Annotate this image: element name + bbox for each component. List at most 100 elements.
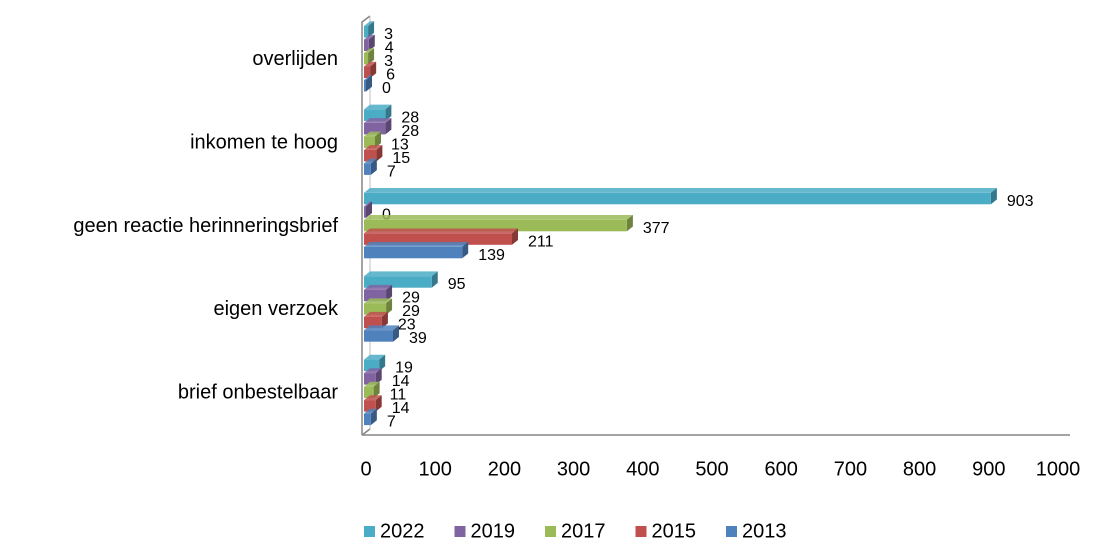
bar-front <box>364 122 386 135</box>
bar-top <box>364 325 399 331</box>
data-label: 903 <box>1007 193 1034 210</box>
bar <box>364 21 375 38</box>
bar-side <box>366 75 372 92</box>
bar-top <box>364 354 386 360</box>
data-label: 3 <box>384 53 393 70</box>
bar <box>364 242 469 259</box>
bar <box>364 145 383 162</box>
x-tick-label: 800 <box>903 458 936 480</box>
bar <box>364 188 997 205</box>
bar-front <box>364 53 369 65</box>
bar-front <box>364 149 377 162</box>
bar-side <box>368 48 375 65</box>
bar-top <box>364 48 375 53</box>
bar-top <box>364 104 392 110</box>
x-tick-label: 0 <box>360 458 371 480</box>
bar-front <box>364 39 369 51</box>
bar-front <box>364 276 432 288</box>
bar <box>364 228 519 245</box>
bar-front <box>364 330 393 342</box>
bar-front <box>364 136 375 148</box>
data-label: 15 <box>392 150 410 167</box>
category-label: inkomen te hoog <box>190 131 338 153</box>
bar <box>364 118 392 135</box>
bar-front <box>364 109 386 121</box>
legend-swatch <box>726 526 737 537</box>
bar-front <box>364 233 513 245</box>
data-label: 95 <box>448 276 466 293</box>
data-label: 23 <box>398 317 416 334</box>
bar-top <box>364 271 438 277</box>
bar-front <box>364 386 374 399</box>
bar-side <box>373 381 380 399</box>
data-label: 19 <box>395 360 413 377</box>
bar-front <box>364 66 371 78</box>
legend-label: 2019 <box>471 520 516 542</box>
bar-top <box>364 215 633 220</box>
bar-side <box>462 242 469 259</box>
bar-top <box>364 395 382 401</box>
bar <box>364 395 382 412</box>
bar-front <box>364 359 380 372</box>
bar-top <box>364 118 392 123</box>
bar <box>364 131 381 148</box>
data-label: 211 <box>528 233 554 250</box>
bar-front <box>364 163 371 175</box>
category-label: geen reactie herinneringsbrief <box>73 215 338 237</box>
bar-side <box>626 215 633 232</box>
bar-front <box>364 289 387 302</box>
bar-top <box>364 408 377 414</box>
bar <box>364 354 386 372</box>
bar-side <box>374 131 381 148</box>
bar-front <box>364 400 376 412</box>
data-label: 28 <box>401 123 419 140</box>
category-label: overlijden <box>252 48 338 70</box>
bar <box>364 75 372 92</box>
data-label: 3 <box>384 26 393 43</box>
data-label: 7 <box>387 163 396 180</box>
bar-side <box>386 298 393 315</box>
legend-label: 2013 <box>742 520 787 542</box>
data-label: 377 <box>643 220 670 237</box>
bar-top <box>364 381 380 387</box>
bar <box>364 215 633 232</box>
bar-top <box>364 145 383 150</box>
bar <box>364 61 377 78</box>
bar <box>364 284 393 302</box>
bar-side <box>366 201 372 218</box>
data-label: 14 <box>392 400 410 417</box>
bar-side <box>379 354 386 372</box>
bar-side <box>368 34 375 51</box>
bar-front <box>364 316 382 329</box>
bar-top <box>364 311 388 317</box>
bar-top <box>364 242 469 247</box>
x-tick-label: 300 <box>557 458 590 480</box>
bar-side <box>385 118 392 135</box>
bar-front <box>364 219 627 232</box>
bar-front <box>364 206 366 218</box>
bar <box>364 298 393 315</box>
bar-side <box>386 284 393 302</box>
bar-top <box>364 21 375 26</box>
x-tick-label: 1000 <box>1036 458 1081 480</box>
bar <box>364 325 399 342</box>
bar <box>364 311 388 329</box>
legend-label: 2022 <box>380 520 425 542</box>
bar-top <box>364 228 519 234</box>
legend-label: 2017 <box>561 520 606 542</box>
bar-side <box>375 395 382 412</box>
bar-side <box>370 408 377 426</box>
bar-front <box>364 246 463 259</box>
legend-swatch <box>635 526 647 537</box>
bar-side <box>368 21 375 38</box>
bar-side <box>376 145 383 162</box>
x-tick-label: 400 <box>626 458 659 480</box>
legend-swatch <box>364 526 375 537</box>
bar-front <box>364 373 376 385</box>
x-tick-label: 600 <box>765 458 798 480</box>
bar <box>364 48 375 65</box>
bar-side <box>512 228 519 245</box>
bar-top <box>364 201 372 207</box>
data-label: 39 <box>409 330 427 347</box>
